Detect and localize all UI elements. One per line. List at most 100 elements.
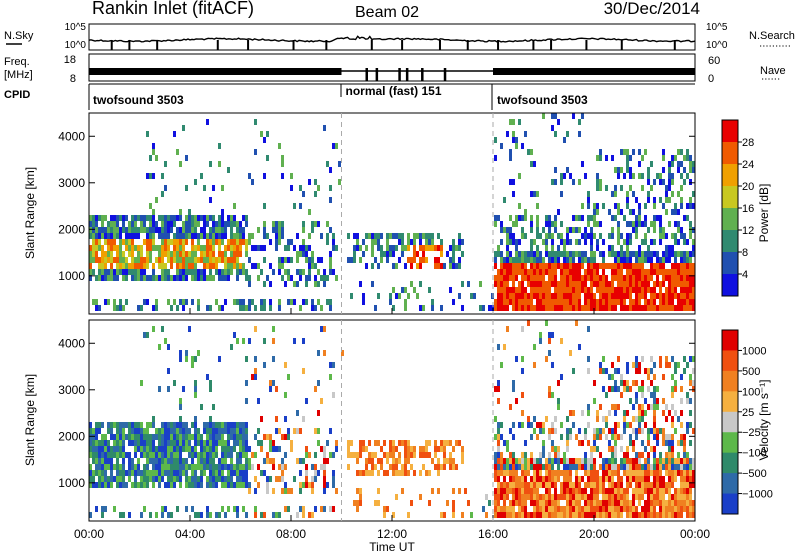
power-cells-cell-1797 — [680, 257, 683, 263]
power-cells-cell-1643 — [650, 251, 653, 257]
power-cells-cell-83 — [113, 221, 116, 227]
vel-cells-cell-184 — [143, 470, 146, 476]
power-cells-cell-976 — [509, 257, 512, 263]
vel-cells-cell-50 — [101, 482, 104, 488]
power-cells-cell-256 — [161, 257, 164, 263]
power-cells-cell-1355 — [590, 281, 593, 287]
power-cells-cell-1599 — [641, 239, 644, 245]
power-cells-cell-1345 — [590, 215, 593, 221]
vel-cells-cell-624 — [266, 458, 269, 464]
power-cells-cell-830 — [413, 257, 416, 263]
power-cells-cell-1168 — [551, 245, 554, 251]
power-cells-cell-1618 — [644, 275, 647, 281]
cbar-vel-swatch-7 — [722, 473, 738, 495]
power-cells-cell-744 — [350, 293, 353, 299]
vel-cells-cell-1800 — [674, 506, 677, 512]
power-cells-cell-452 — [215, 233, 218, 239]
vel-cells-cell-539 — [236, 434, 239, 440]
power-cells-cell-1744 — [671, 191, 674, 197]
vel-cells-cell-1351 — [590, 512, 593, 518]
vel-cells-cell-996 — [509, 428, 512, 434]
vel-cells-cell-898 — [446, 440, 449, 446]
vel-cells-cell-884 — [437, 458, 440, 464]
vel-cells-cell-136 — [128, 470, 131, 476]
vel-cells-cell-1394 — [602, 356, 605, 362]
power-cells-cell-1522 — [626, 257, 629, 263]
power-cells-cell-1383 — [596, 263, 599, 269]
vel-cells-cell-1492 — [620, 374, 623, 380]
cbar-vel-swatch-3 — [722, 391, 738, 413]
vel-cells-cell-832 — [395, 464, 398, 470]
vel-cells-cell-273 — [167, 440, 170, 446]
power-cells-cell-617 — [278, 233, 281, 239]
power-cells-cell-1841 — [689, 179, 692, 185]
power-cells-cell-1413 — [602, 293, 605, 299]
power-cells-cell-1493 — [620, 287, 623, 293]
vel-cells-cell-1281 — [575, 458, 578, 464]
power-cells-cell-1608 — [641, 305, 644, 311]
vel-cells-cell-806 — [377, 500, 380, 506]
power-cells-cell-1855 — [689, 299, 692, 305]
vel-cells-cell-739 — [323, 476, 326, 482]
power-cells-cell-754 — [359, 281, 362, 287]
vel-cells-cell-1602 — [638, 500, 641, 506]
vel-cells-cell-222 — [155, 434, 158, 440]
power-cells-cell-75 — [110, 239, 113, 245]
power-cells-cell-757 — [362, 293, 365, 299]
power-cells-cell-1592 — [638, 293, 641, 299]
power-cells-cell-945 — [503, 269, 506, 275]
vel-cells-cell-1196 — [554, 458, 557, 464]
power-cells-cell-525 — [236, 239, 239, 245]
power-cells-cell-258 — [161, 269, 164, 275]
vel-cells-cell-1147 — [545, 416, 548, 422]
power-cells-cell-1244 — [566, 269, 569, 275]
power-cells-cell-876 — [449, 257, 452, 263]
power-cells-cell-636 — [284, 281, 287, 287]
power-cells-cell-20 — [95, 215, 98, 221]
power-cells-cell-847 — [422, 305, 425, 311]
vel-cells-cell-202 — [149, 440, 152, 446]
vel-cells-cell-1011 — [512, 452, 515, 458]
vel-cells-cell-1240 — [566, 428, 569, 434]
vel-cells-cell-857 — [410, 464, 413, 470]
vel-cells-cell-1767 — [671, 356, 674, 362]
power-cells-cell-1300 — [578, 275, 581, 281]
power-cells-cell-1160 — [548, 299, 551, 305]
vel-cells-cell-1857 — [686, 488, 689, 494]
power-cells-cell-1819 — [683, 293, 686, 299]
power-cells-cell-1524 — [626, 269, 629, 275]
power-cells-cell-1295 — [578, 239, 581, 245]
power-cells-cell-1324 — [584, 269, 587, 275]
power-cells-cell-1220 — [560, 299, 563, 305]
power-cells-cell-1444 — [611, 275, 614, 281]
vel-cells-cell-1504 — [620, 506, 623, 512]
power-cells-cell-998 — [512, 299, 515, 305]
power-cells-cell-620 — [278, 263, 281, 269]
vel-cells-cell-561 — [242, 422, 245, 428]
power-cells-cell-1565 — [635, 227, 638, 233]
vel-cells-cell-992 — [506, 494, 509, 500]
vel-cells-cell-1460 — [614, 404, 617, 410]
vel-cells-cell-292 — [170, 482, 173, 488]
vel-cells-cell-427 — [206, 452, 209, 458]
vel-cells-cell-1621 — [641, 512, 644, 518]
vel-cells-cell-1734 — [662, 506, 665, 512]
vel-cells-cell-431 — [206, 482, 209, 488]
power-cells-cell-1248 — [566, 293, 569, 299]
power-cells-cell-1563 — [635, 215, 638, 221]
power-cells-cell-1225 — [563, 245, 566, 251]
power-cells-cell-1031 — [521, 227, 524, 233]
power-cells-cell-1813 — [683, 257, 686, 263]
vel-cells-cell-1211 — [557, 464, 560, 470]
power-cells-cell-1435 — [611, 155, 614, 161]
power-cells-cell-1872 — [692, 305, 695, 311]
power-cells-cell-182 — [140, 305, 143, 311]
vel-cells-cell-351 — [185, 470, 188, 476]
vel-cells-cell-1683 — [653, 464, 656, 470]
vel-cells-cell-1233 — [563, 476, 566, 482]
vel-cells-cell-699 — [305, 398, 308, 404]
power-cells-cell-154 — [134, 215, 137, 221]
power-cells-cell-1853 — [689, 287, 692, 293]
vel-cells-cell-768 — [353, 452, 356, 458]
vel-cells-cell-1020 — [512, 506, 515, 512]
